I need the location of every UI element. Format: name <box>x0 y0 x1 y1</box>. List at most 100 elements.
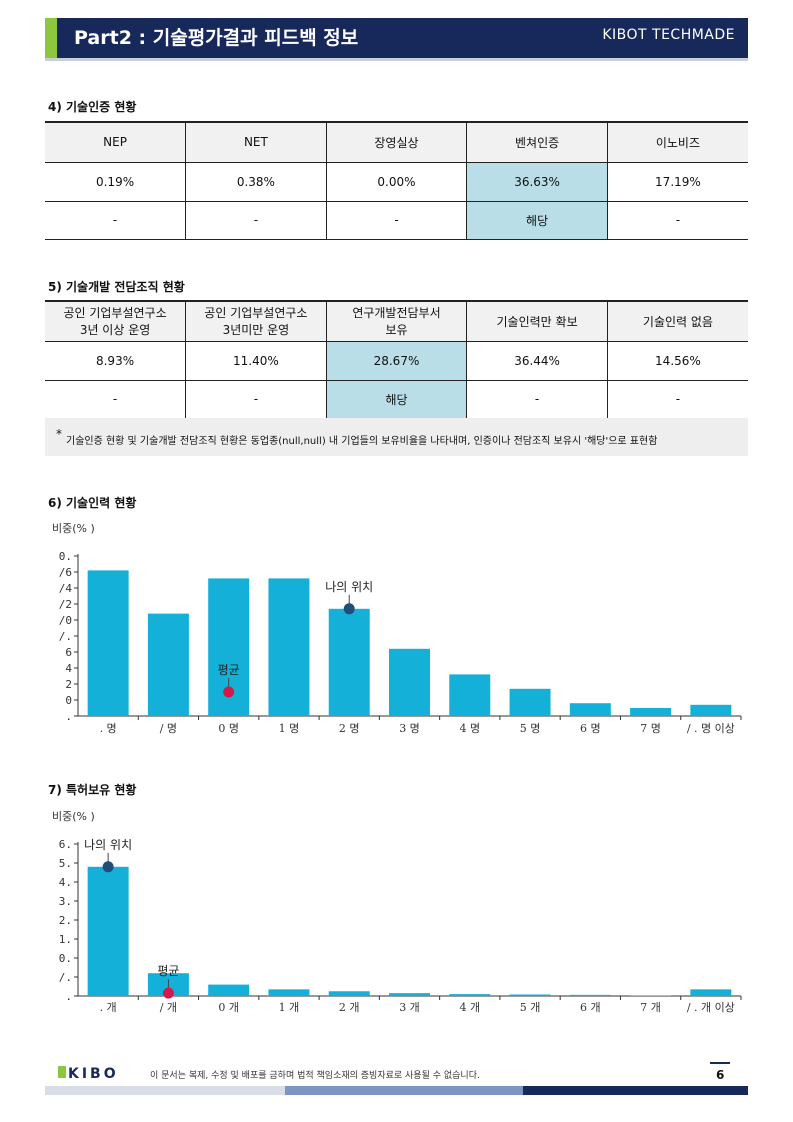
bar <box>509 994 551 996</box>
x-tick-label: 2 명 <box>339 722 360 735</box>
y-tick-label: 0. <box>59 550 72 563</box>
chart1-ylabel: 비중(% ) <box>52 522 95 535</box>
marker-label: 나의 위치 <box>84 838 132 852</box>
footnote-star: * <box>56 427 62 441</box>
bar <box>389 648 430 716</box>
x-tick-label: / 명 <box>160 722 177 735</box>
rnd-status-cell: - <box>466 380 608 419</box>
x-tick-label: / . 명 이상 <box>687 722 735 735</box>
bar <box>268 989 310 996</box>
bar <box>208 984 250 996</box>
x-tick-label: 2 개 <box>339 1001 360 1014</box>
y-tick-label: /6 <box>59 566 72 579</box>
x-tick-label: . 개 <box>100 1001 117 1014</box>
rnd-ratio-cell: 8.93% <box>45 341 186 381</box>
cert-status-cell: - <box>606 201 748 240</box>
bar <box>87 570 129 716</box>
y-tick-label: /2 <box>59 598 72 611</box>
rnd-ratio-cell: 36.44% <box>466 341 608 381</box>
x-tick-label: 6 개 <box>580 1001 601 1014</box>
marker-label: 평균 <box>218 663 240 677</box>
x-tick-label: . 명 <box>100 722 117 735</box>
bar <box>509 688 551 716</box>
page-number: 6 <box>716 1068 725 1082</box>
marker-dot <box>343 603 355 615</box>
footer-bar-dark <box>523 1086 748 1095</box>
x-tick-label: / . 개 이상 <box>687 1001 735 1014</box>
rnd-ratio-cell-highlight: 28.67% <box>325 341 467 381</box>
svg-text:KIBO: KIBO <box>68 1066 119 1080</box>
footer-disclaimer: 이 문서는 복제, 수정 및 배포를 금하며 법적 책임소재의 증빙자료로 사용… <box>150 1071 480 1081</box>
cert-ratio-cell: 17.19% <box>606 162 748 202</box>
bar <box>569 703 611 716</box>
cert-status-cell: - <box>185 201 327 240</box>
x-tick-label: 0 명 <box>218 722 239 735</box>
y-tick-label: 4 <box>65 662 72 675</box>
x-tick-label: 5 명 <box>520 722 541 735</box>
bar <box>268 578 310 716</box>
y-tick-label: 2 <box>65 678 72 691</box>
page-number-rule <box>710 1062 730 1064</box>
y-tick-label: /. <box>59 630 72 643</box>
cert-col-header: NEP <box>45 121 186 163</box>
rnd-ratio-cell: 11.40% <box>185 341 327 381</box>
patent-chart: . /. 0. 1. 2. 3. 4. 5. 6. . 개 / 개 0 개 1 개 2 개 3 개 4 개 5 … <box>59 838 742 1014</box>
cert-table: NEP NET 장영실상 벤쳐인증 이노비즈 0.19% 0.38% 0.00%… <box>45 121 748 240</box>
x-tick-label: 6 명 <box>580 722 601 735</box>
marker-dot <box>162 987 174 999</box>
bar <box>449 674 491 716</box>
rnd-col-header: 공인 기업부설연구소 3년 이상 운영 <box>45 300 186 342</box>
x-tick-label: / 개 <box>160 1001 177 1014</box>
rnd-status-cell: - <box>606 380 748 419</box>
cert-status-cell: - <box>45 201 186 240</box>
y-tick-label: 2. <box>59 914 72 927</box>
cert-ratio-cell-highlight: 36.63% <box>466 162 608 202</box>
bar <box>690 704 732 716</box>
rnd-table: 공인 기업부설연구소 3년 이상 운영 공인 기업부설연구소 3년미만 운영 연구개… <box>45 300 748 419</box>
footer-bar-light <box>45 1086 285 1095</box>
x-tick-label: 7 개 <box>640 1001 661 1014</box>
x-tick-label: 4 개 <box>459 1001 480 1014</box>
rnd-status-cell: - <box>45 380 186 419</box>
page-title: Part2 : 기술평가결과 피드백 정보 <box>74 27 359 49</box>
y-tick-label: 1. <box>59 933 72 946</box>
header-bar <box>45 18 748 58</box>
cert-ratio-cell: 0.19% <box>45 162 186 202</box>
chart2-ylabel: 비중(% ) <box>52 810 95 823</box>
bar <box>569 994 611 996</box>
y-tick-label: /4 <box>59 582 73 595</box>
bar <box>389 993 430 996</box>
bar <box>328 991 370 996</box>
x-tick-label: 4 명 <box>459 722 480 735</box>
x-tick-label: 5 개 <box>520 1001 541 1014</box>
section6-title: 6) 기술인력 현황 <box>48 496 137 510</box>
x-tick-label: 3 개 <box>399 1001 420 1014</box>
rnd-status-cell-highlight: 해당 <box>325 380 467 419</box>
bar <box>328 608 370 716</box>
header-brand: KIBOT TECHMADE <box>602 27 735 43</box>
marker-dot <box>223 686 235 698</box>
rnd-col-header: 기술인력만 확보 <box>466 300 608 342</box>
header-underline <box>45 58 748 61</box>
cert-status-cell-highlight: 해당 <box>466 201 608 240</box>
y-tick-label: 4. <box>59 876 72 889</box>
bar <box>87 866 129 996</box>
tech-staff-chart: . 0 2 4 6 /. /0/2/4/6 0. . 명 / 명 0 명 1 명 2 명 3 명 4 명 5 … <box>59 550 742 735</box>
cert-ratio-cell: 0.38% <box>185 162 327 202</box>
kibo-logo: KIBO <box>58 1064 140 1084</box>
footnote-box <box>45 418 748 456</box>
y-tick-label: 5. <box>59 857 72 870</box>
marker-label: 평균 <box>157 964 179 978</box>
bar <box>630 995 672 996</box>
y-tick-label: 0 <box>65 694 72 707</box>
cert-col-header: 벤쳐인증 <box>466 121 608 163</box>
x-tick-label: 1 개 <box>279 1001 300 1014</box>
rnd-status-cell: - <box>185 380 327 419</box>
y-tick-label: . <box>65 710 72 723</box>
footer-bar-mid <box>285 1086 523 1095</box>
rnd-col-header: 연구개발전담부서 보유 <box>325 300 467 342</box>
y-tick-label: /. <box>59 971 72 984</box>
cert-status-cell: - <box>325 201 467 240</box>
bar <box>147 613 189 716</box>
rnd-col-header: 공인 기업부설연구소 3년미만 운영 <box>185 300 327 342</box>
